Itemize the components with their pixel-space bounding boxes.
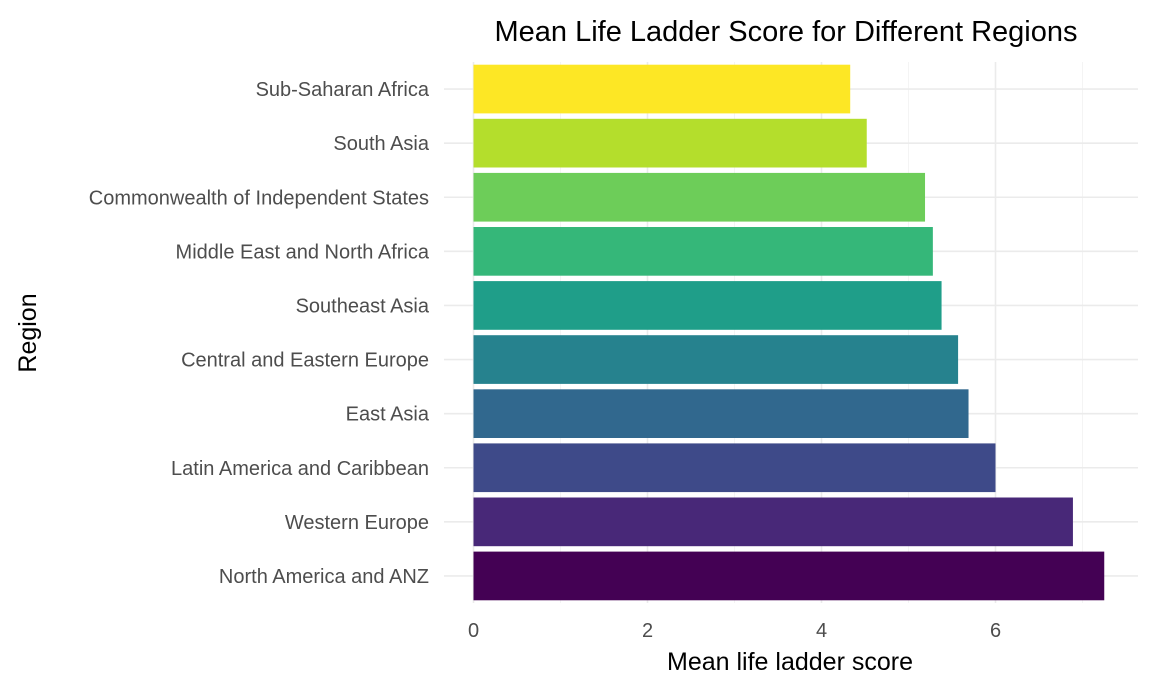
category-label: Commonwealth of Independent States bbox=[89, 187, 429, 209]
category-label: Latin America and Caribbean bbox=[171, 458, 429, 480]
bar bbox=[473, 335, 959, 384]
chart-title: Mean Life Ladder Score for Different Reg… bbox=[494, 16, 1077, 48]
bar bbox=[473, 227, 933, 276]
x-tick-label: 0 bbox=[468, 620, 479, 642]
category-label: Middle East and North Africa bbox=[176, 241, 430, 263]
category-labels: North America and ANZ Western Europe Latin… bbox=[89, 79, 430, 588]
bar bbox=[473, 497, 1073, 547]
x-tick-label: 6 bbox=[990, 620, 1001, 642]
bars bbox=[473, 64, 1105, 601]
bar bbox=[473, 443, 996, 493]
category-label: Southeast Asia bbox=[296, 295, 430, 317]
bar bbox=[473, 64, 851, 114]
bar bbox=[473, 281, 942, 330]
y-axis-title: Region bbox=[14, 293, 42, 372]
category-label: North America and ANZ bbox=[219, 566, 429, 588]
x-tick-label: 2 bbox=[642, 620, 653, 642]
x-tick-label: 4 bbox=[816, 620, 827, 642]
category-label: Western Europe bbox=[285, 512, 429, 534]
category-label: East Asia bbox=[346, 404, 430, 426]
category-label: South Asia bbox=[333, 133, 430, 155]
x-tick-labels: 0 2 4 6 bbox=[468, 620, 1001, 642]
bar bbox=[473, 389, 969, 438]
x-axis-title: Mean life ladder score bbox=[667, 648, 913, 676]
category-label: Sub-Saharan Africa bbox=[256, 79, 430, 101]
bar bbox=[473, 551, 1105, 601]
category-label: Central and Eastern Europe bbox=[181, 350, 429, 372]
bar bbox=[473, 172, 926, 222]
bar bbox=[473, 118, 867, 168]
